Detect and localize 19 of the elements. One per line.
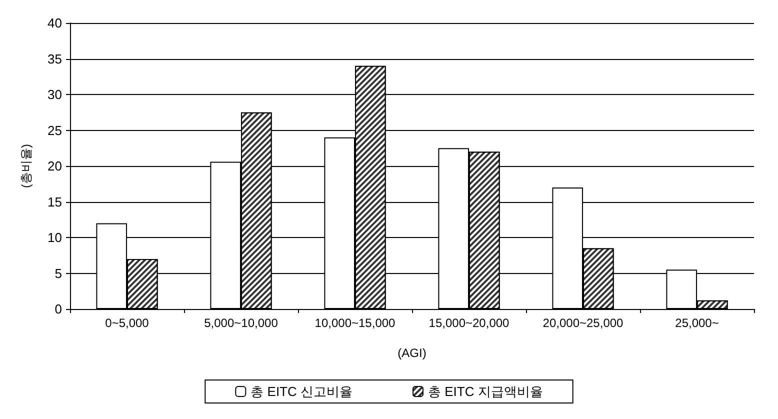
y-tick-label: 30	[48, 87, 62, 102]
y-tick-label: 25	[48, 122, 62, 138]
x-tick-label: 20,000~25,000	[542, 316, 624, 330]
x-tick-label: 25,000~	[675, 316, 719, 330]
y-tick-label: 15	[48, 194, 62, 210]
x-tick-label: 5,000~10,000	[204, 316, 278, 330]
y-tick-label: 35	[48, 51, 62, 66]
y-tick-label: 5	[54, 266, 62, 281]
x-axis-title: (AGI)	[398, 346, 426, 360]
legend-label: 총 EITC 지급액비율	[428, 384, 543, 399]
y-tick-label: 0	[54, 302, 62, 316]
y-axis-title: (총비율)	[19, 144, 33, 188]
y-tick-label: 10	[48, 230, 62, 245]
x-tick-label: 15,000~20,000	[428, 316, 510, 330]
y-tick-label: 40	[48, 16, 62, 30]
x-tick-label: 0~5,000	[105, 316, 150, 330]
y-tick-label: 20	[48, 158, 62, 174]
legend-label: 총 EITC 신고비율	[250, 384, 353, 399]
x-tick-label: 10,000~15,000	[314, 316, 396, 330]
